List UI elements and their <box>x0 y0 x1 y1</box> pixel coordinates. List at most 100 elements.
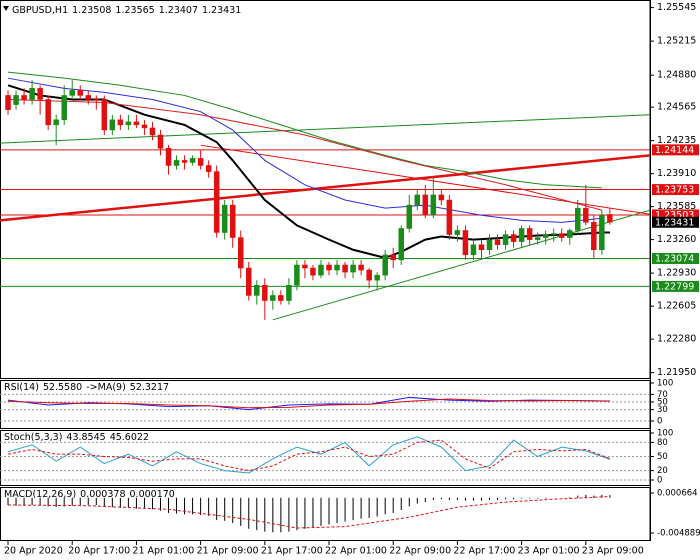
indicator-plot <box>0 436 650 481</box>
level-price-label: 1.22799 <box>655 281 694 292</box>
candle-body <box>77 90 83 96</box>
price-tick-label: 1.22930 <box>657 268 696 279</box>
series-name: ->MA(9) <box>86 382 126 393</box>
indicator-tick-label: 0 <box>657 417 662 427</box>
symbol-icon <box>3 6 9 11</box>
candle-body <box>510 234 517 242</box>
candle-body <box>406 204 413 229</box>
candle-body <box>13 95 19 105</box>
chart-header: GBPUSD,H1 1.23508 1.23565 1.23407 1.23431 <box>12 5 241 16</box>
candle-body <box>366 269 372 281</box>
candle-body <box>93 99 100 101</box>
candle-body <box>157 134 164 149</box>
indicator-tick-label: 0 <box>657 476 662 486</box>
candle-body <box>462 230 469 256</box>
candle-body <box>567 230 573 238</box>
current-price-label: 1.23431 <box>655 217 694 228</box>
candle-body <box>117 119 124 126</box>
indicator-tick-label: 70 <box>657 390 668 400</box>
time-tick-label: 22 Apr 01:00 <box>325 546 387 557</box>
candle-body <box>53 119 59 126</box>
candle-body <box>310 267 316 276</box>
moving-average <box>7 77 602 223</box>
candle-body <box>254 285 260 296</box>
indicator-line <box>7 439 611 472</box>
candle-body <box>37 88 43 100</box>
candle-body <box>350 264 356 273</box>
indicator-tick-label: 50 <box>657 452 668 462</box>
candle-body <box>237 237 244 269</box>
candle-body <box>494 239 501 245</box>
level-price-box <box>652 184 699 196</box>
indicator-plot <box>7 494 611 533</box>
price-tick-label: 1.23260 <box>657 234 696 245</box>
candle-body <box>286 285 292 301</box>
series-value: 45.6022 <box>110 432 149 443</box>
candle-body <box>518 228 525 242</box>
candle-body <box>270 295 276 301</box>
candle-body <box>438 194 445 201</box>
series-name: RSI(14) <box>4 382 39 393</box>
indicator-header: MACD(12,26,9) 0.000378 0.000170 <box>4 489 175 500</box>
candle-body <box>294 264 300 286</box>
candle-body <box>213 171 220 233</box>
candle-body <box>334 264 340 271</box>
indicator-tick-label: 100 <box>657 429 673 439</box>
indicator-tick-label: 20 <box>657 466 668 476</box>
candle-body <box>607 214 613 223</box>
candle-body <box>149 127 156 136</box>
candle-body <box>414 194 421 206</box>
candle-body <box>502 234 509 245</box>
candle-body <box>550 233 557 235</box>
candle-body <box>398 228 404 261</box>
candle-body <box>374 274 380 281</box>
price-tick-label: 1.25215 <box>657 36 696 47</box>
header-value: 1.23565 <box>115 5 154 16</box>
time-tick-label: 20 Apr 17:00 <box>68 546 130 557</box>
candle-body <box>454 230 461 235</box>
series-name: MACD(12,26,9) <box>4 489 76 500</box>
time-tick-label: 23 Apr 01:00 <box>518 546 580 557</box>
candle-body <box>109 119 116 131</box>
candle-body <box>262 285 268 301</box>
candle-body <box>21 95 27 100</box>
candle-body <box>69 90 75 96</box>
time-tick-label: 21 Apr 01:00 <box>132 546 194 557</box>
indicator-tick-label: -0.004889 <box>657 528 700 538</box>
candle-body <box>5 95 11 110</box>
candle-body <box>534 237 541 240</box>
candle-body <box>189 158 196 163</box>
candle-body <box>246 267 252 296</box>
level-price-box <box>652 252 699 264</box>
header-value: 1.23508 <box>72 5 111 16</box>
level-price-label: 1.24144 <box>655 145 694 156</box>
candle-body <box>197 158 204 166</box>
candle-body <box>173 160 180 166</box>
level-price-label: 1.23503 <box>655 210 694 221</box>
indicator-header: RSI(14) 52.5580 ->MA(9) 52.3217 <box>4 382 169 393</box>
level-price-label: 1.23753 <box>655 185 694 196</box>
price-tick-label: 1.24235 <box>657 135 696 146</box>
candle-body <box>326 264 332 271</box>
candle-body <box>29 88 35 100</box>
candle-body <box>45 99 51 126</box>
main-plot <box>0 71 650 321</box>
series-value: 52.3217 <box>130 382 169 393</box>
indicator-line <box>8 496 610 529</box>
trend-line <box>272 209 650 321</box>
price-tick-label: 1.21950 <box>657 367 696 378</box>
candle-body <box>342 264 348 273</box>
candle-body <box>358 264 364 271</box>
candle-body <box>478 244 485 251</box>
moving-average <box>7 71 602 189</box>
candle-body <box>205 165 212 172</box>
level-price-box <box>652 144 699 156</box>
candle-body <box>133 121 140 126</box>
candle-body <box>575 207 581 231</box>
indicator-tick-label: 100 <box>657 379 673 389</box>
time-tick-label: 22 Apr 17:00 <box>453 546 515 557</box>
candle-body <box>125 121 132 126</box>
